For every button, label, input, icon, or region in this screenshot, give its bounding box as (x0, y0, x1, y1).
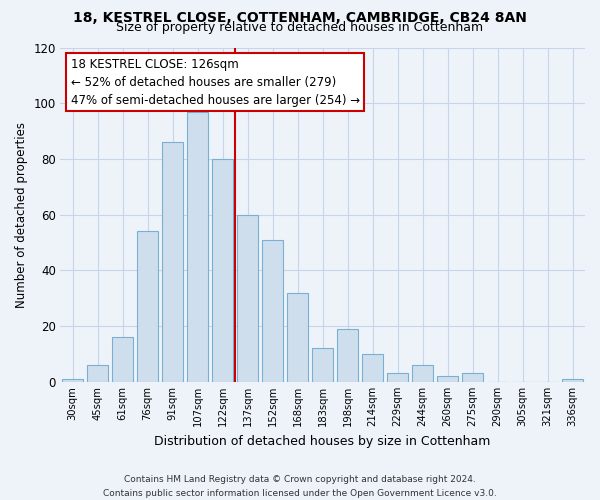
Text: Size of property relative to detached houses in Cottenham: Size of property relative to detached ho… (116, 22, 484, 35)
Bar (387, 374, 408, 382)
Bar (312, 348, 333, 382)
Bar (212, 159, 233, 382)
Bar (162, 142, 183, 382)
Bar (112, 337, 133, 382)
X-axis label: Distribution of detached houses by size in Cottenham: Distribution of detached houses by size … (154, 434, 491, 448)
Bar (87, 365, 108, 382)
Bar (62, 379, 83, 382)
Y-axis label: Number of detached properties: Number of detached properties (15, 122, 28, 308)
Bar (137, 232, 158, 382)
Bar (462, 374, 483, 382)
Bar (187, 112, 208, 382)
Bar (337, 328, 358, 382)
Bar (237, 214, 258, 382)
Text: Contains HM Land Registry data © Crown copyright and database right 2024.
Contai: Contains HM Land Registry data © Crown c… (103, 476, 497, 498)
Bar (437, 376, 458, 382)
Text: 18, KESTREL CLOSE, COTTENHAM, CAMBRIDGE, CB24 8AN: 18, KESTREL CLOSE, COTTENHAM, CAMBRIDGE,… (73, 11, 527, 25)
Bar (562, 379, 583, 382)
Bar (287, 292, 308, 382)
Bar (362, 354, 383, 382)
Bar (262, 240, 283, 382)
Text: 18 KESTREL CLOSE: 126sqm
← 52% of detached houses are smaller (279)
47% of semi-: 18 KESTREL CLOSE: 126sqm ← 52% of detach… (71, 58, 360, 106)
Bar (412, 365, 433, 382)
